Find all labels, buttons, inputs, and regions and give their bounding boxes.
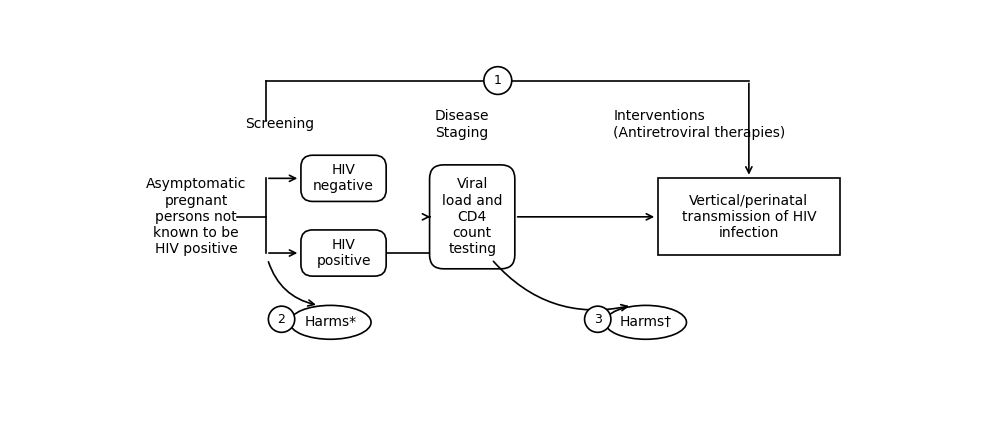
Text: HIV
negative: HIV negative xyxy=(313,163,374,193)
FancyBboxPatch shape xyxy=(301,155,386,201)
Circle shape xyxy=(268,306,295,332)
FancyBboxPatch shape xyxy=(430,165,515,269)
Circle shape xyxy=(585,306,611,332)
Text: 1: 1 xyxy=(494,74,502,87)
Text: Harms†: Harms† xyxy=(620,315,672,329)
FancyBboxPatch shape xyxy=(301,230,386,276)
Text: Vertical/perinatal
transmission of HIV
infection: Vertical/perinatal transmission of HIV i… xyxy=(682,194,816,240)
Text: Asymptomatic
pregnant
persons not
known to be
HIV positive: Asymptomatic pregnant persons not known … xyxy=(146,177,246,256)
Text: Screening: Screening xyxy=(245,117,314,131)
Text: 3: 3 xyxy=(594,313,602,326)
Bar xyxy=(658,179,840,256)
Text: Interventions
(Antiretroviral therapies): Interventions (Antiretroviral therapies) xyxy=(613,109,786,139)
Text: HIV
positive: HIV positive xyxy=(316,238,371,268)
Circle shape xyxy=(484,67,512,94)
Ellipse shape xyxy=(605,305,686,339)
Text: Disease
Staging: Disease Staging xyxy=(435,109,489,139)
Text: Harms*: Harms* xyxy=(304,315,356,329)
Ellipse shape xyxy=(290,305,371,339)
Text: Viral
load and
CD4
count
testing: Viral load and CD4 count testing xyxy=(442,177,502,256)
Text: 2: 2 xyxy=(278,313,285,326)
